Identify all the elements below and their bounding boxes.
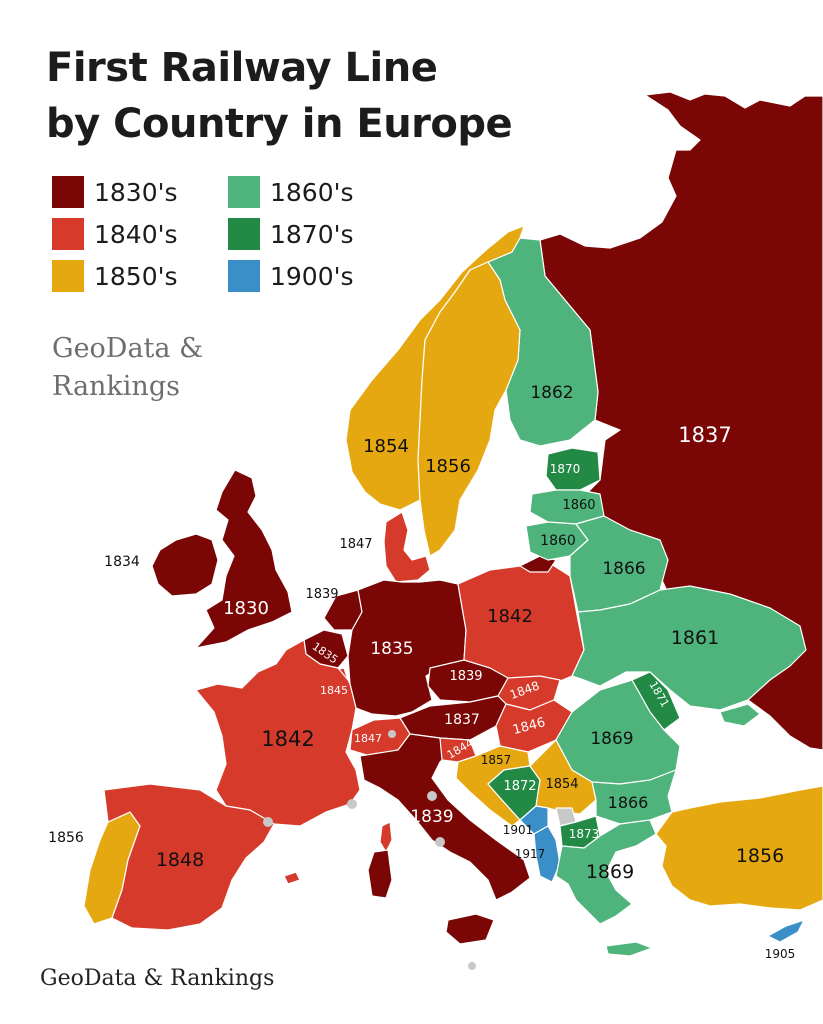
label-belarus: 1866	[602, 559, 645, 579]
region-montenegro	[519, 805, 549, 835]
label-serbia: 1854	[545, 777, 578, 792]
region-estonia	[545, 447, 601, 491]
microstate-dot	[427, 791, 437, 801]
region-spain	[103, 783, 275, 931]
microstate-dot	[263, 817, 273, 827]
region-cyprus	[767, 919, 805, 943]
legend-swatch	[52, 260, 84, 292]
microstate-dot	[347, 799, 357, 809]
region-serbia	[529, 739, 597, 815]
legend-item-1860s: 1860's	[228, 176, 354, 208]
label-portugal: 1856	[48, 830, 84, 846]
label-france: 1842	[261, 727, 314, 751]
region-france	[195, 639, 361, 827]
legend-swatch	[228, 218, 260, 250]
page-title: First Railway Line by Country in Europe	[46, 40, 513, 152]
label-bosnia: 1872	[503, 779, 536, 794]
legend-swatch	[52, 176, 84, 208]
label-lithuania: 1860	[540, 533, 576, 549]
label-romania: 1869	[590, 729, 633, 749]
region-sardinia	[367, 849, 393, 899]
microstate-dot	[388, 730, 396, 738]
label-albania: 1917	[515, 847, 546, 861]
legend-item-1870s: 1870's	[228, 218, 354, 250]
region-crimea	[719, 703, 761, 727]
region-crete	[605, 941, 653, 957]
region-uk	[195, 469, 293, 649]
label-denmark: 1847	[339, 537, 372, 552]
title-line-1: First Railway Line	[46, 45, 438, 91]
label-spain: 1848	[156, 849, 204, 871]
legend-swatch	[228, 260, 260, 292]
brand-footer: GeoData & Rankings	[40, 966, 275, 991]
region-ukraine	[571, 585, 807, 711]
label-czechia: 1839	[449, 669, 482, 684]
legend-item-1840s: 1840's	[52, 218, 178, 250]
region-turkey	[655, 785, 823, 911]
label-bulgaria: 1866	[608, 793, 649, 812]
label-uk: 1830	[223, 598, 269, 619]
legend-label: 1900's	[270, 261, 354, 291]
label-greece: 1869	[586, 861, 634, 883]
legend-item-1830s: 1830's	[52, 176, 178, 208]
label-estonia: 1870	[550, 462, 581, 476]
brand-logo-text: GeoData & Rankings	[52, 330, 252, 406]
label-ukraine: 1861	[671, 627, 719, 649]
legend-label: 1830's	[94, 177, 178, 207]
region-balearics	[283, 871, 301, 885]
region-corsica	[379, 821, 393, 853]
label-finland: 1862	[530, 383, 573, 403]
legend-label: 1840's	[94, 219, 178, 249]
label-montenegro: 1901	[503, 823, 534, 837]
region-sweden	[417, 261, 521, 557]
brand-line-1: GeoData &	[52, 333, 204, 364]
label-austria: 1837	[444, 712, 480, 728]
label-russia: 1837	[678, 423, 731, 447]
region-denmark	[383, 511, 431, 583]
region-greece	[555, 819, 657, 925]
legend-label: 1870's	[270, 219, 354, 249]
label-latvia: 1860	[562, 498, 595, 513]
label-italy: 1839	[410, 807, 453, 827]
legend-item-1850s: 1850's	[52, 260, 178, 292]
legend-label: 1850's	[94, 261, 178, 291]
legend-item-1900s: 1900's	[228, 260, 354, 292]
label-poland: 1842	[487, 606, 533, 627]
label-croatia: 1857	[481, 753, 512, 767]
label-netherlands: 1839	[305, 587, 338, 602]
microstate-dot	[468, 962, 476, 970]
label-ireland: 1834	[104, 554, 140, 570]
legend-swatch	[228, 176, 260, 208]
legend-label: 1860's	[270, 177, 354, 207]
microstate-dot	[435, 837, 445, 847]
year-labels: 1837 1862 1854 1856 1830 1834 1847 1839 …	[48, 383, 795, 961]
title-line-2: by Country in Europe	[46, 101, 513, 147]
region-sicily	[445, 913, 495, 945]
label-switzerland: 1847	[354, 732, 382, 745]
legend-swatch	[52, 218, 84, 250]
label-germany: 1835	[370, 639, 413, 659]
label-turkey: 1856	[736, 845, 784, 867]
label-sweden: 1856	[425, 456, 471, 477]
label-north-macedonia: 1873	[569, 827, 600, 841]
label-cyprus: 1905	[765, 947, 796, 961]
label-luxembourg: 1845	[320, 684, 348, 697]
brand-line-2: Rankings	[52, 371, 180, 402]
region-ireland	[151, 533, 219, 597]
label-norway: 1854	[363, 436, 409, 457]
